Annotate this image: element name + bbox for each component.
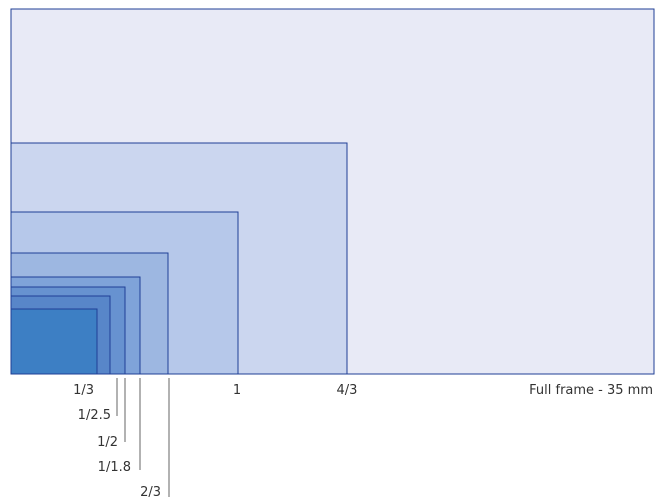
label-1-2-5: 1/2.5 — [78, 408, 111, 423]
label-full-frame: Full frame - 35 mm — [529, 383, 653, 398]
label-1-3: 1/3 — [73, 383, 94, 398]
sensor-rect-1-3 — [10, 308, 98, 375]
label-1-1-8: 1/1.8 — [98, 460, 131, 475]
label-2-3: 2/3 — [140, 485, 161, 499]
label-1-2: 1/2 — [97, 435, 118, 450]
label-1: 1 — [233, 383, 241, 398]
label-4-3: 4/3 — [337, 383, 358, 398]
